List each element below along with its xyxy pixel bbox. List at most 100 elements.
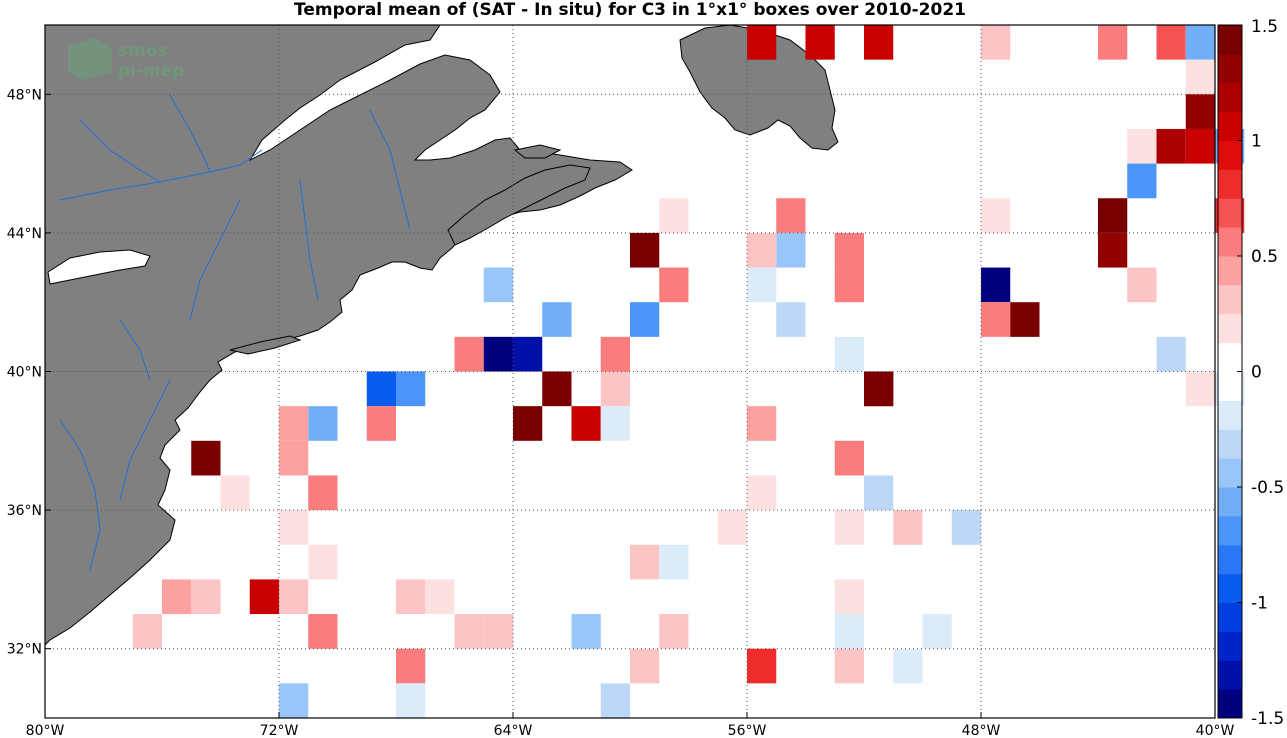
heatmap-cell	[162, 579, 192, 615]
heatmap-cell	[1156, 25, 1186, 60]
colorbar-segment	[1218, 256, 1242, 286]
heatmap-cell	[864, 25, 894, 60]
latitude-tick-label: 36°N	[7, 503, 42, 519]
heatmap-cell	[600, 371, 630, 407]
heatmap-cell	[483, 336, 513, 372]
heatmap-cell	[630, 232, 660, 268]
heatmap-cell	[805, 25, 835, 60]
latitude-tick-label: 40°N	[7, 365, 42, 381]
longitude-tick-labels: 80°W 72°W 64°W 56°W 48°W 40°W	[26, 712, 1234, 738]
heatmap-cell	[542, 371, 572, 407]
long-island-land	[229, 335, 302, 355]
heatmap-cell	[981, 198, 1011, 233]
heatmap-cell	[893, 510, 923, 545]
heatmap-cell	[834, 232, 864, 268]
river	[119, 319, 151, 381]
latitude-tick-label: 32°N	[7, 642, 42, 658]
colorbar-segment	[1218, 227, 1242, 257]
heatmap-cell	[981, 267, 1011, 303]
colorbar-tick-label: 1.5	[1251, 17, 1278, 37]
heatmap-cell	[308, 614, 338, 649]
colorbar-segment	[1218, 573, 1242, 603]
heatmap-cell	[776, 198, 806, 233]
heatmap-cell	[191, 579, 221, 615]
pei-land	[513, 144, 562, 159]
river	[119, 379, 171, 501]
heatmap-cell	[308, 406, 338, 441]
river	[299, 179, 319, 301]
heatmap-cell	[1185, 94, 1215, 129]
heatmap-cell	[454, 336, 484, 372]
heatmap-cell	[279, 440, 309, 476]
heatmap-cell	[396, 683, 426, 718]
heatmap-cell	[483, 267, 513, 303]
heatmap-cell	[308, 475, 338, 511]
heatmap-cell	[132, 614, 162, 649]
colorbar-segment	[1218, 82, 1242, 113]
heatmap-cell	[249, 579, 279, 615]
heatmap-cell	[308, 544, 338, 580]
heatmap-cell	[834, 579, 864, 615]
heatmap-cell	[747, 406, 777, 441]
colorbar-segment	[1218, 342, 1242, 372]
heatmap-cell	[747, 267, 777, 303]
colorbar-segment	[1218, 487, 1242, 517]
heatmap-cell	[659, 267, 689, 303]
heatmap-cell	[834, 440, 864, 476]
heatmap-cell	[366, 371, 396, 407]
logo-line2: pi-mep	[118, 61, 184, 81]
map-area	[44, 24, 1245, 719]
heatmap-cell	[630, 648, 660, 684]
heatmap-cell	[1185, 371, 1215, 407]
map-title: Temporal mean of (SAT - In situ) for C3 …	[294, 0, 966, 20]
heatmap-cell	[864, 371, 894, 407]
heatmap-cell	[1098, 25, 1128, 60]
heatmap-cell	[659, 198, 689, 233]
heatmap-cell	[776, 232, 806, 268]
colorbar-segment	[1218, 515, 1242, 546]
heatmap-cell	[513, 336, 543, 372]
newfoundland-land	[679, 24, 839, 151]
river	[169, 94, 211, 173]
heatmap-cell	[951, 510, 981, 545]
river	[189, 199, 241, 321]
nova-scotia-land	[447, 164, 591, 246]
smos-pi-mep-logo: smos pi-mep	[68, 38, 184, 81]
north-america-land	[44, 24, 633, 647]
heatmap-cell	[396, 648, 426, 684]
heatmap-cell	[191, 440, 221, 476]
heatmap-cell	[659, 544, 689, 580]
great-lake-water	[47, 249, 151, 285]
heatmap-cell	[600, 683, 630, 718]
grid-lines	[45, 25, 1215, 718]
colorbar-segment	[1218, 313, 1242, 344]
heatmap-cell	[454, 614, 484, 649]
heatmap-cell	[571, 406, 601, 441]
colorbar-segment	[1218, 544, 1242, 575]
heatmap-cell	[1098, 198, 1128, 233]
longitude-tick-label: 48°W	[962, 723, 1001, 738]
heatmap-cell	[834, 614, 864, 649]
heatmap-cell	[396, 579, 426, 615]
heatmap-cell	[1127, 128, 1157, 164]
heatmap-cell	[893, 648, 923, 684]
colorbar-segment	[1218, 660, 1242, 690]
river	[59, 149, 263, 201]
colorbar-segment	[1218, 111, 1242, 141]
heatmap-cell	[220, 475, 250, 511]
colorbar-segment	[1218, 25, 1242, 55]
logo-line1: smos	[118, 41, 168, 61]
latitude-tick-labels: 32°N 36°N 40°N 44°N 48°N	[7, 87, 51, 658]
heatmap-cell	[1156, 128, 1186, 164]
colorbar-segment	[1218, 458, 1242, 488]
colorbar-tick-label: -1.5	[1251, 709, 1284, 729]
heatmap-cell	[1185, 25, 1215, 60]
heatmap-cell	[1185, 59, 1215, 95]
colorbar: 1.5 1 0.5 0 -0.5 -1 -1.5	[1217, 17, 1284, 729]
latitude-tick-label: 48°N	[7, 87, 42, 103]
colorbar-tick-label: 0	[1251, 363, 1262, 383]
river	[59, 419, 101, 571]
heatmap-cell	[834, 336, 864, 372]
river	[369, 109, 411, 231]
